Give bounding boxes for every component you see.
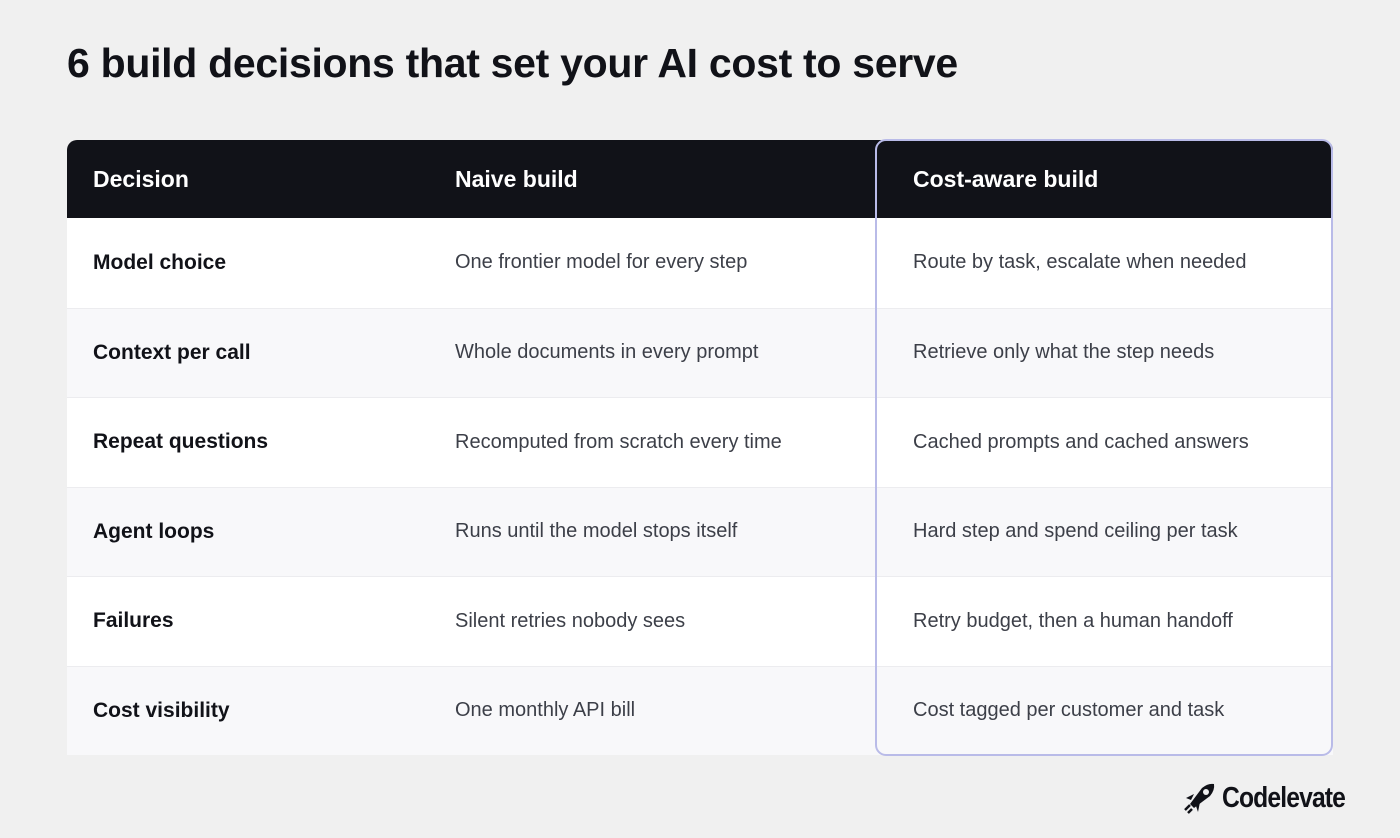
table-row: Cost visibility One monthly API bill Cost …: [67, 665, 1333, 755]
row-label: Cost visibility: [93, 698, 230, 722]
table-cell: Cost tagged per customer and task: [913, 699, 1225, 722]
table-row: Model choice One frontier model for every…: [67, 218, 1333, 308]
page-title: 6 build decisions that set your AI cost …: [67, 40, 958, 86]
table-cell: Whole documents in every prompt: [455, 341, 759, 364]
row-label: Agent loops: [93, 519, 215, 543]
row-label: Model choice: [93, 250, 227, 274]
table-cell: Recomputed from scratch every time: [455, 430, 782, 453]
table-cell: One frontier model for every step: [455, 251, 748, 274]
table-cell: Route by task, escalate when needed: [913, 251, 1247, 274]
table-cell: Hard step and spend ceiling per task: [913, 520, 1238, 543]
column-header: Cost-aware build: [913, 165, 1099, 192]
row-label: Failures: [93, 609, 174, 633]
row-label: Context per call: [93, 340, 251, 364]
table-cell: Retrieve only what the step needs: [913, 341, 1215, 364]
column-header: Naive build: [455, 165, 578, 192]
table-row: Failures Silent retries nobody sees Retry …: [67, 576, 1333, 666]
brand-icon: [1184, 783, 1215, 814]
column-header: Decision: [93, 165, 189, 192]
table-cell: One monthly API bill: [455, 699, 636, 722]
table-row: Agent loops Runs until the model stops it…: [67, 486, 1333, 576]
comparison-table: Decision Naive build Cost-aware build Model…: [67, 140, 1333, 755]
table-cell: Cached prompts and cached answers: [913, 430, 1249, 453]
table-cell: Silent retries nobody sees: [455, 609, 686, 632]
table-row: Context per call Whole documents in every…: [67, 307, 1333, 397]
brand-name: Codelevate: [1222, 781, 1346, 814]
table-cell: Retry budget, then a human handoff: [913, 609, 1233, 632]
brand-logo: Codelevate: [1182, 778, 1367, 818]
table-cell: Runs until the model stops itself: [455, 520, 738, 543]
row-label: Repeat questions: [93, 430, 269, 454]
table-row: Repeat questions Recomputed from scratch …: [67, 397, 1333, 487]
header-row: Decision Naive build Cost-aware build: [67, 140, 1333, 218]
